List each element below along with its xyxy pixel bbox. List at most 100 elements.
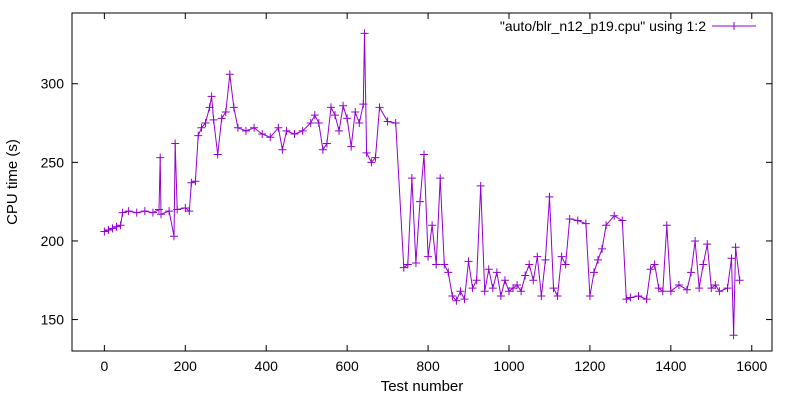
y-tick-label: 250	[41, 154, 65, 170]
data-point-marker	[723, 284, 732, 293]
data-point-marker	[529, 276, 538, 285]
data-point-marker	[715, 287, 724, 296]
data-point-marker	[194, 131, 203, 140]
data-point-marker	[233, 123, 242, 132]
data-point-marker	[488, 284, 497, 293]
data-point-marker	[391, 119, 400, 128]
data-point-marker	[626, 293, 635, 302]
data-point-marker	[683, 285, 692, 294]
data-point-marker	[703, 240, 712, 249]
data-point-marker	[100, 227, 109, 236]
x-tick-label: 1600	[736, 358, 767, 374]
data-point-marker	[731, 243, 740, 252]
data-point-marker	[513, 280, 522, 289]
data-point-marker	[537, 291, 546, 300]
data-point-marker	[209, 115, 218, 124]
data-point-marker	[148, 208, 157, 217]
data-point-marker	[104, 225, 113, 234]
data-point-marker	[589, 268, 598, 277]
data-point-marker	[545, 192, 554, 201]
data-point-marker	[335, 126, 344, 135]
data-point-marker	[108, 224, 117, 233]
data-point-marker	[695, 284, 704, 293]
data-point-marker	[436, 174, 445, 183]
data-point-marker	[290, 130, 299, 139]
data-point-marker	[411, 258, 420, 267]
data-point-marker	[484, 265, 493, 274]
data-point-marker	[699, 260, 708, 269]
axis-ticks: 0 200 400 600 800 1000 1200 1400 1600 150 200 250 30…	[41, 13, 772, 374]
data-point-marker	[561, 260, 570, 269]
data-point-marker	[533, 252, 542, 261]
data-point-marker	[274, 123, 283, 132]
data-point-marker	[662, 221, 671, 230]
data-point-marker	[480, 287, 489, 296]
legend-marker-plus	[730, 22, 738, 30]
x-tick-label: 600	[335, 358, 359, 374]
data-point-marker	[658, 287, 667, 296]
data-point-marker	[278, 145, 287, 154]
data-point-marker	[157, 210, 166, 219]
data-point-marker	[452, 296, 461, 305]
data-point-marker	[318, 145, 327, 154]
data-point-marker	[310, 111, 319, 120]
data-point-marker	[440, 260, 449, 269]
data-point-marker	[707, 284, 716, 293]
data-point-marker	[496, 291, 505, 300]
x-tick-label: 1200	[574, 358, 605, 374]
data-point-marker	[331, 111, 340, 120]
data-point-marker	[181, 203, 190, 212]
data-point-marker	[165, 207, 174, 216]
data-point-marker	[565, 214, 574, 223]
data-point-marker	[444, 268, 453, 277]
data-point-marker	[118, 208, 127, 217]
data-point-marker	[360, 29, 369, 38]
data-point-marker	[339, 101, 348, 110]
data-point-marker	[509, 284, 518, 293]
x-tick-label: 0	[100, 358, 108, 374]
data-point-marker	[154, 205, 163, 214]
data-point-marker	[399, 263, 408, 272]
data-point-marker	[525, 260, 534, 269]
x-tick-label: 1400	[655, 358, 686, 374]
data-point-marker	[322, 139, 331, 148]
data-point-marker	[407, 174, 416, 183]
data-point-marker	[557, 252, 566, 261]
data-point-marker	[221, 108, 230, 117]
data-point-marker	[383, 117, 392, 126]
data-point-marker	[375, 103, 384, 112]
data-point-marker	[610, 211, 619, 220]
data-point-marker	[355, 119, 364, 128]
legend: "auto/blr_n12_p19.cpu" using 1:2	[500, 18, 756, 34]
y-tick-label: 300	[41, 76, 65, 92]
data-point-marker	[541, 255, 550, 264]
x-tick-label: 200	[174, 358, 198, 374]
data-point-marker	[646, 265, 655, 274]
data-point-marker	[169, 232, 178, 241]
data-point-marker	[598, 244, 607, 253]
data-point-marker	[504, 287, 513, 296]
data-point-marker	[729, 331, 738, 340]
data-point-marker	[476, 181, 485, 190]
data-point-marker	[371, 153, 380, 162]
data-point-marker	[464, 257, 473, 266]
data-point-marker	[654, 284, 663, 293]
data-point-marker	[124, 207, 133, 216]
x-tick-label: 800	[416, 358, 440, 374]
data-point-marker	[347, 142, 356, 151]
data-point-marker	[594, 255, 603, 264]
data-point-marker	[448, 291, 457, 300]
data-point-marker	[266, 133, 275, 142]
data-point-marker	[171, 139, 180, 148]
data-point-marker	[581, 219, 590, 228]
legend-marker	[730, 22, 738, 30]
data-point-marker	[241, 126, 250, 135]
data-point-marker	[343, 114, 352, 123]
x-axis-title: Test number	[381, 378, 464, 395]
data-point-marker	[362, 148, 371, 157]
data-point-marker	[500, 276, 509, 285]
data-series	[100, 29, 744, 340]
data-point-marker	[472, 276, 481, 285]
data-point-marker	[622, 295, 631, 304]
